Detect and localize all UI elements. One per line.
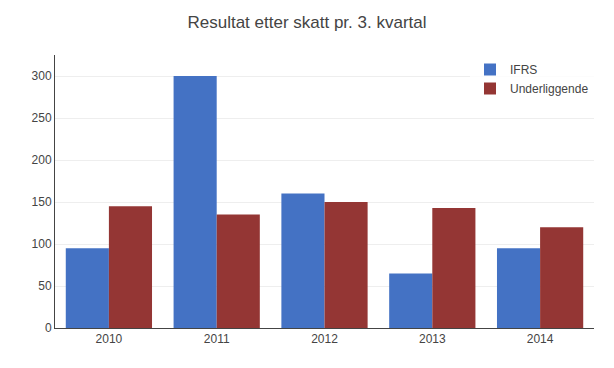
- svg-text:150: 150: [32, 195, 52, 209]
- svg-text:2010: 2010: [96, 332, 123, 346]
- svg-text:Resultat etter skatt pr. 3. kv: Resultat etter skatt pr. 3. kvartal: [187, 13, 426, 32]
- svg-text:IFRS: IFRS: [510, 63, 537, 77]
- svg-text:Underliggende: Underliggende: [510, 82, 588, 96]
- svg-text:250: 250: [32, 111, 52, 125]
- svg-text:2012: 2012: [311, 332, 338, 346]
- svg-text:2011: 2011: [204, 332, 230, 346]
- svg-text:2014: 2014: [527, 332, 554, 346]
- svg-text:300: 300: [32, 69, 52, 83]
- svg-text:0: 0: [45, 321, 52, 335]
- svg-text:200: 200: [32, 153, 52, 167]
- svg-text:50: 50: [38, 279, 52, 293]
- svg-text:2013: 2013: [419, 332, 446, 346]
- svg-text:100: 100: [32, 237, 52, 251]
